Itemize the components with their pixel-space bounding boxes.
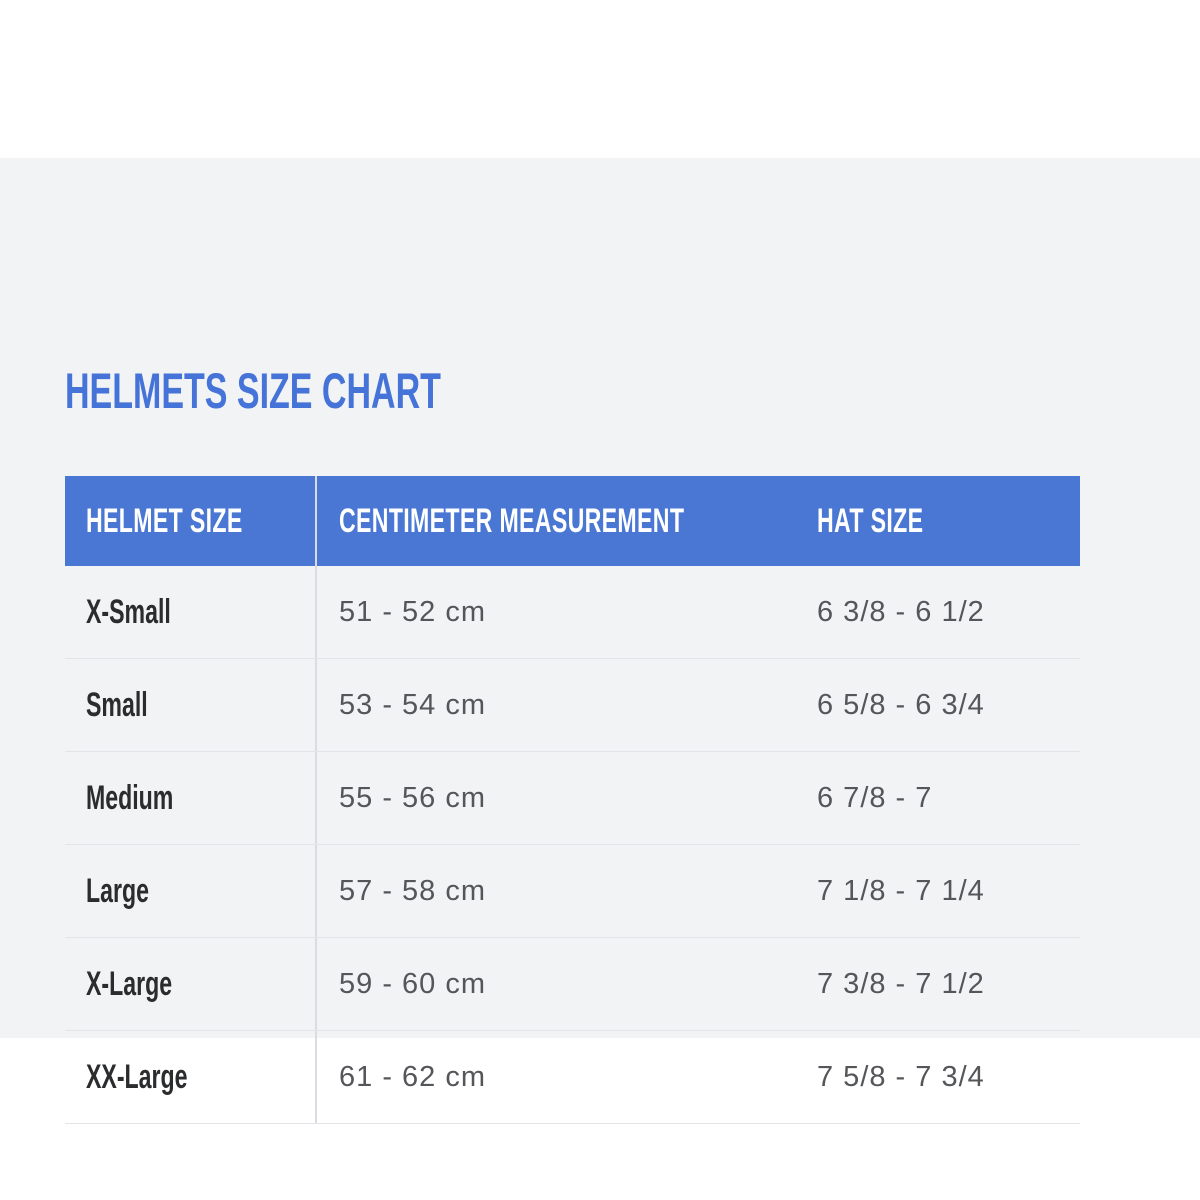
size-chart-panel: HELMETS SIZE CHART HELMET SIZE CENTIMETE…	[0, 158, 1200, 1124]
header-centimeter-measurement-label: CENTIMETER MEASUREMENT	[339, 501, 685, 540]
page-title-text: HELMETS SIZE CHART	[65, 363, 441, 419]
header-centimeter-measurement: CENTIMETER MEASUREMENT	[315, 476, 795, 566]
helmet-size-value: Small	[86, 685, 148, 724]
table-row: X-Large 59 - 60 cm 7 3/8 - 7 1/2	[65, 938, 1080, 1031]
helmet-size-cell: Small	[65, 659, 315, 751]
helmet-size-cell: XX-Large	[65, 1031, 315, 1123]
hat-size-cell: 7 1/8 - 7 1/4	[817, 874, 985, 907]
header-helmet-size: HELMET SIZE	[65, 476, 315, 566]
page-title: HELMETS SIZE CHART	[65, 366, 618, 416]
table-row: Medium 55 - 56 cm 6 7/8 - 7	[65, 752, 1080, 845]
size-chart-table: HELMET SIZE CENTIMETER MEASUREMENT HAT S…	[65, 476, 1080, 1124]
helmet-size-cell: X-Small	[65, 566, 315, 658]
cm-measurement-cell: 51 - 52 cm	[315, 566, 795, 658]
helmet-size-value: X-Small	[86, 592, 171, 631]
header-helmet-size-label: HELMET SIZE	[86, 501, 243, 540]
helmet-size-value: X-Large	[86, 964, 173, 1003]
helmet-size-cell: X-Large	[65, 938, 315, 1030]
table-row: XX-Large 61 - 62 cm 7 5/8 - 7 3/4	[65, 1031, 1080, 1124]
hat-size-cell: 7 3/8 - 7 1/2	[817, 967, 985, 1000]
hat-size-cell: 7 5/8 - 7 3/4	[817, 1060, 985, 1093]
cm-measurement-cell: 57 - 58 cm	[315, 845, 795, 937]
hat-size-cell: 6 5/8 - 6 3/4	[817, 688, 985, 721]
cm-measurement-cell: 53 - 54 cm	[315, 659, 795, 751]
header-hat-size: HAT SIZE	[795, 476, 1080, 566]
helmet-size-value: XX-Large	[86, 1057, 188, 1096]
table-row: X-Small 51 - 52 cm 6 3/8 - 6 1/2	[65, 566, 1080, 659]
hat-size-cell: 6 7/8 - 7	[817, 781, 933, 814]
table-header-row: HELMET SIZE CENTIMETER MEASUREMENT HAT S…	[65, 476, 1080, 566]
hat-size-cell: 6 3/8 - 6 1/2	[817, 595, 985, 628]
helmet-size-value: Medium	[86, 778, 174, 817]
table-row: Large 57 - 58 cm 7 1/8 - 7 1/4	[65, 845, 1080, 938]
helmet-size-cell: Large	[65, 845, 315, 937]
table-row: Small 53 - 54 cm 6 5/8 - 6 3/4	[65, 659, 1080, 752]
cm-measurement-cell: 61 - 62 cm	[315, 1031, 795, 1123]
helmet-size-value: Large	[86, 871, 149, 910]
header-hat-size-label: HAT SIZE	[817, 501, 924, 540]
cm-measurement-cell: 59 - 60 cm	[315, 938, 795, 1030]
helmet-size-cell: Medium	[65, 752, 315, 844]
cm-measurement-cell: 55 - 56 cm	[315, 752, 795, 844]
